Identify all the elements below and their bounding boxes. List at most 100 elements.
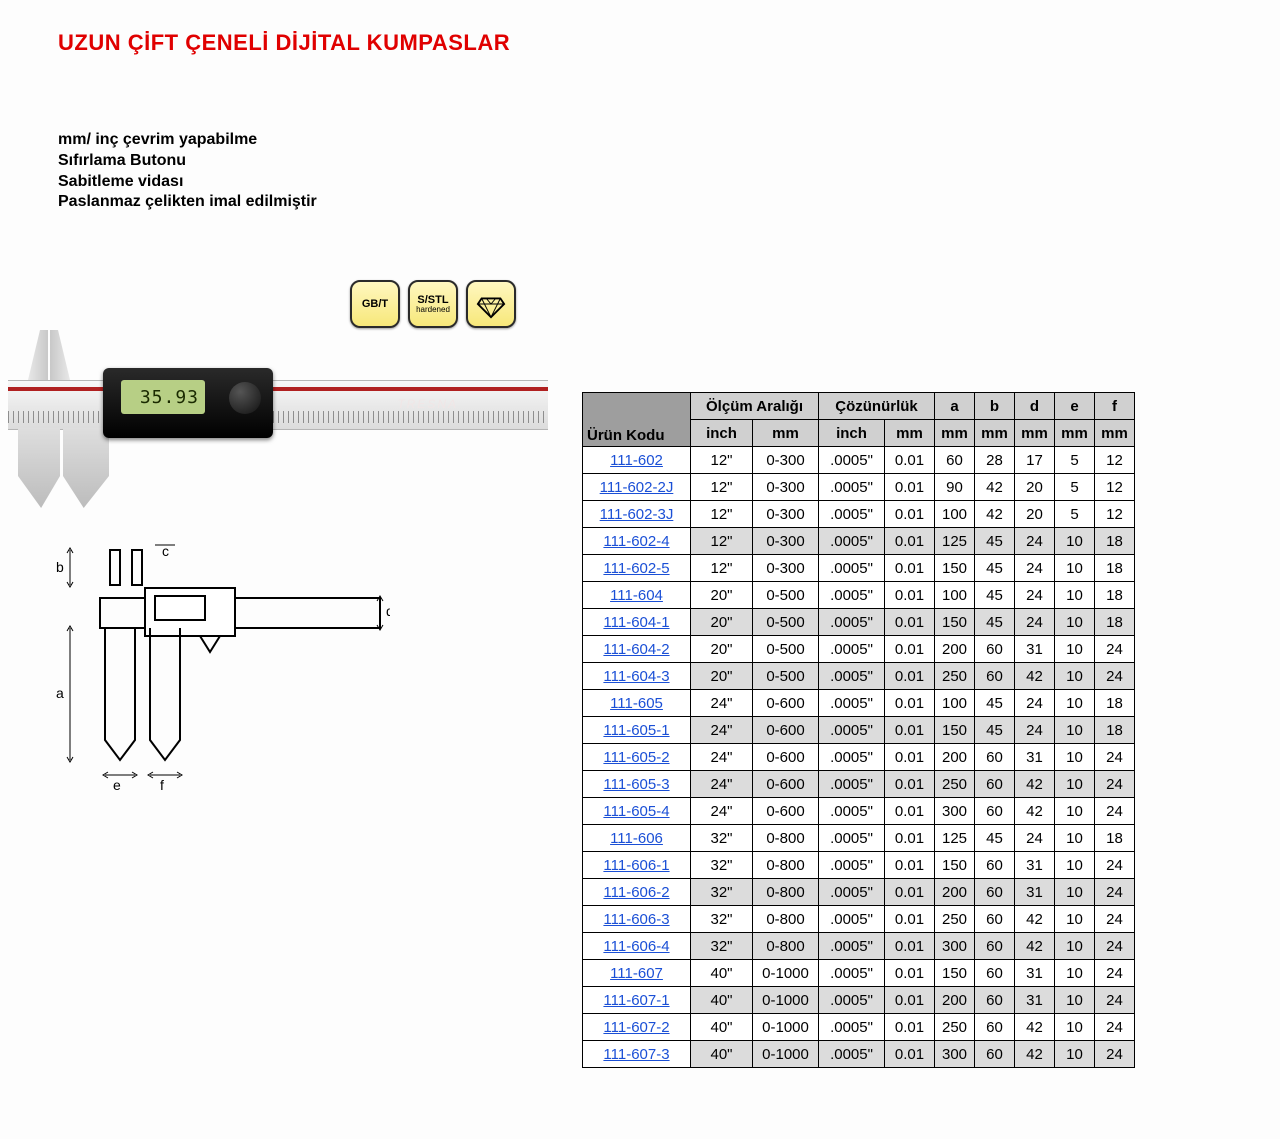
spec-cell: 20" bbox=[691, 609, 753, 636]
product-code-link[interactable]: 111-605-2 bbox=[583, 744, 691, 771]
product-code-link[interactable]: 111-607-2 bbox=[583, 1014, 691, 1041]
table-row: 111-604-320"0-500.0005"0.0125060421024 bbox=[583, 663, 1135, 690]
product-code-link[interactable]: 111-602-2J bbox=[583, 474, 691, 501]
spec-cell: 125 bbox=[935, 528, 975, 555]
spec-cell: 0.01 bbox=[885, 555, 935, 582]
spec-cell: 45 bbox=[975, 582, 1015, 609]
spec-cell: 24" bbox=[691, 798, 753, 825]
spec-cell: 250 bbox=[935, 663, 975, 690]
spec-cell: 24 bbox=[1015, 582, 1055, 609]
lcd-display: 35.93 bbox=[121, 380, 205, 414]
spec-cell: 10 bbox=[1055, 825, 1095, 852]
product-code-link[interactable]: 111-607-3 bbox=[583, 1041, 691, 1068]
product-code-link[interactable]: 111-606 bbox=[583, 825, 691, 852]
spec-cell: 0.01 bbox=[885, 960, 935, 987]
col-res-inch: inch bbox=[819, 420, 885, 447]
product-code-link[interactable]: 111-606-2 bbox=[583, 879, 691, 906]
spec-cell: 0.01 bbox=[885, 1041, 935, 1068]
product-code-link[interactable]: 111-606-4 bbox=[583, 933, 691, 960]
spec-cell: 18 bbox=[1095, 690, 1135, 717]
product-code-link[interactable]: 111-604-3 bbox=[583, 663, 691, 690]
spec-cell: 60 bbox=[935, 447, 975, 474]
table-row: 111-602-412"0-300.0005"0.0112545241018 bbox=[583, 528, 1135, 555]
col-range-mm: mm bbox=[753, 420, 819, 447]
spec-cell: 300 bbox=[935, 798, 975, 825]
digital-readout: 35.93 bbox=[103, 368, 273, 438]
product-code-link[interactable]: 111-604-2 bbox=[583, 636, 691, 663]
spec-cell: .0005" bbox=[819, 906, 885, 933]
spec-cell: .0005" bbox=[819, 501, 885, 528]
spec-cell: 42 bbox=[1015, 663, 1055, 690]
spec-cell: 60 bbox=[975, 906, 1015, 933]
product-code-link[interactable]: 111-605-4 bbox=[583, 798, 691, 825]
product-code-link[interactable]: 111-606-3 bbox=[583, 906, 691, 933]
badge-gbt-label: GB/T bbox=[362, 298, 388, 310]
spec-cell: .0005" bbox=[819, 582, 885, 609]
spec-cell: .0005" bbox=[819, 771, 885, 798]
table-row: 111-607-340"0-1000.0005"0.0130060421024 bbox=[583, 1041, 1135, 1068]
spec-cell: 20" bbox=[691, 636, 753, 663]
spec-cell: .0005" bbox=[819, 1041, 885, 1068]
spec-cell: 150 bbox=[935, 852, 975, 879]
spec-cell: .0005" bbox=[819, 987, 885, 1014]
spec-cell: 200 bbox=[935, 744, 975, 771]
spec-cell: 250 bbox=[935, 906, 975, 933]
spec-cell: 42 bbox=[1015, 771, 1055, 798]
spec-cell: 24 bbox=[1095, 852, 1135, 879]
spec-cell: 60 bbox=[975, 636, 1015, 663]
spec-cell: 5 bbox=[1055, 447, 1095, 474]
spec-cell: 12" bbox=[691, 474, 753, 501]
spec-cell: 42 bbox=[1015, 933, 1055, 960]
spec-cell: 12" bbox=[691, 447, 753, 474]
spec-cell: .0005" bbox=[819, 474, 885, 501]
table-row: 111-607-240"0-1000.0005"0.0125060421024 bbox=[583, 1014, 1135, 1041]
col-range: Ölçüm Aralığı bbox=[691, 393, 819, 420]
table-row: 111-607-140"0-1000.0005"0.0120060311024 bbox=[583, 987, 1135, 1014]
spec-cell: .0005" bbox=[819, 555, 885, 582]
product-code-link[interactable]: 111-602-4 bbox=[583, 528, 691, 555]
spec-cell: .0005" bbox=[819, 744, 885, 771]
spec-cell: 24 bbox=[1095, 798, 1135, 825]
thumb-wheel bbox=[229, 382, 261, 414]
caliper-rail: TRESNA bbox=[8, 380, 548, 430]
spec-cell: 0-600 bbox=[753, 744, 819, 771]
spec-cell: 45 bbox=[975, 609, 1015, 636]
spec-cell: 0-800 bbox=[753, 825, 819, 852]
product-code-link[interactable]: 111-604-1 bbox=[583, 609, 691, 636]
spec-cell: 18 bbox=[1095, 528, 1135, 555]
spec-cell: 10 bbox=[1055, 933, 1095, 960]
product-code-link[interactable]: 111-602-5 bbox=[583, 555, 691, 582]
spec-cell: 60 bbox=[975, 744, 1015, 771]
product-photo: TRESNA 35.93 bbox=[8, 320, 548, 510]
product-code-link[interactable]: 111-604 bbox=[583, 582, 691, 609]
spec-cell: 24 bbox=[1095, 933, 1135, 960]
spec-cell: 24 bbox=[1015, 690, 1055, 717]
spec-cell: 60 bbox=[975, 663, 1015, 690]
product-code-link[interactable]: 111-602 bbox=[583, 447, 691, 474]
spec-cell: 45 bbox=[975, 825, 1015, 852]
spec-cell: 24 bbox=[1095, 771, 1135, 798]
product-code-link[interactable]: 111-605-3 bbox=[583, 771, 691, 798]
spec-cell: 10 bbox=[1055, 1041, 1095, 1068]
product-code-link[interactable]: 111-607-1 bbox=[583, 987, 691, 1014]
product-code-link[interactable]: 111-607 bbox=[583, 960, 691, 987]
spec-cell: 0.01 bbox=[885, 717, 935, 744]
product-code-link[interactable]: 111-602-3J bbox=[583, 501, 691, 528]
product-code-link[interactable]: 111-605-1 bbox=[583, 717, 691, 744]
spec-cell: 0-800 bbox=[753, 906, 819, 933]
product-code-link[interactable]: 111-605 bbox=[583, 690, 691, 717]
spec-cell: 0-1000 bbox=[753, 1041, 819, 1068]
spec-cell: 10 bbox=[1055, 906, 1095, 933]
spec-table: Ürün Kodu Ölçüm Aralığı Çözünürlük a b d… bbox=[582, 392, 1135, 1068]
spec-cell: 0.01 bbox=[885, 474, 935, 501]
spec-cell: 10 bbox=[1055, 636, 1095, 663]
spec-cell: 42 bbox=[1015, 906, 1055, 933]
spec-cell: 18 bbox=[1095, 609, 1135, 636]
product-code-link[interactable]: 111-606-1 bbox=[583, 852, 691, 879]
spec-cell: 10 bbox=[1055, 1014, 1095, 1041]
spec-cell: 24" bbox=[691, 690, 753, 717]
spec-cell: 0.01 bbox=[885, 690, 935, 717]
spec-cell: 40" bbox=[691, 987, 753, 1014]
spec-cell: 0.01 bbox=[885, 447, 935, 474]
spec-cell: 10 bbox=[1055, 771, 1095, 798]
